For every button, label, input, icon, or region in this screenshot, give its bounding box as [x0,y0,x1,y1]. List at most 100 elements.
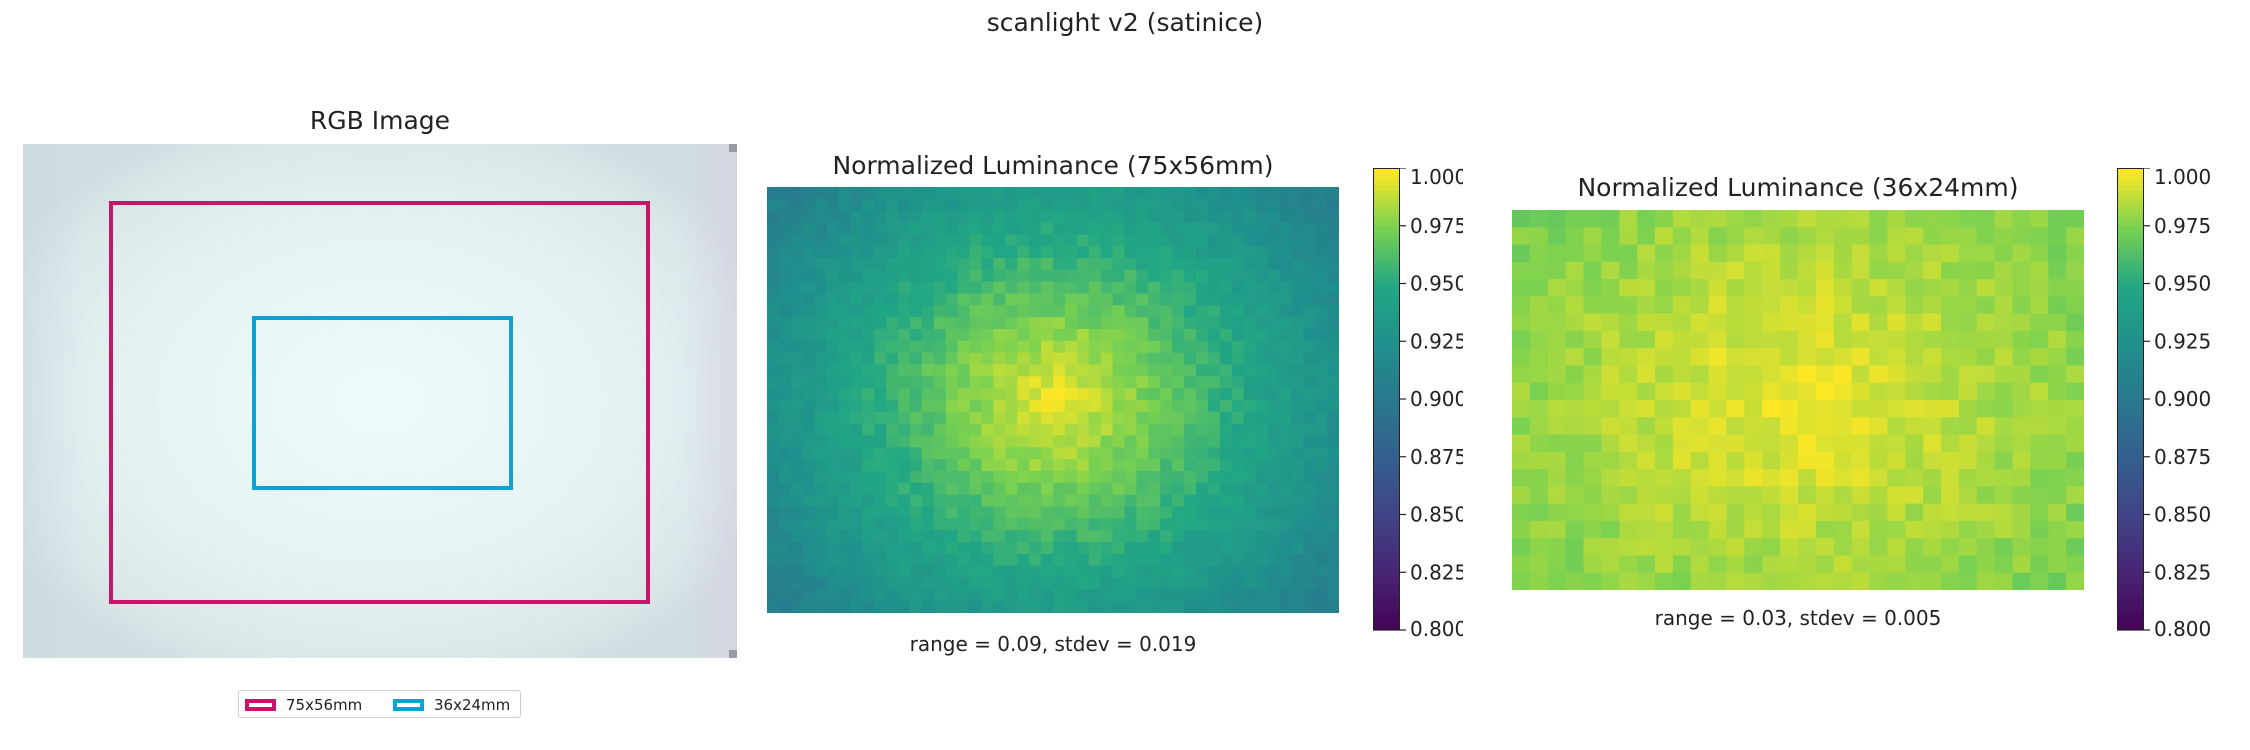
lum36-cell [1780,348,1799,367]
lum36-cell [1637,210,1656,228]
lum75-cell [1231,340,1245,354]
lum75-cell [1255,364,1269,377]
lum75-cell [767,317,780,330]
lum75-cell [1267,482,1281,496]
colorbar-36-tick-label: 0.850 [2154,503,2211,527]
lum36-cell [1869,296,1888,315]
lum75-cell [981,246,995,259]
lum75-cell [1267,423,1281,437]
colorbar-75-gradient-step [1373,624,1400,631]
colorbar-75-gradient-step [1373,306,1400,313]
lum75-cell [1231,565,1245,579]
lum75-cell [921,305,935,318]
lum75-cell [1196,471,1209,484]
lum36-cell [1619,451,1638,470]
lum75-cell [898,400,911,413]
lum75-cell [767,210,780,224]
lum75-cell [1029,293,1042,306]
lum75-cell [1088,471,1102,484]
lum75-cell [1327,447,1339,460]
lum75-cell [1112,494,1126,508]
lum36-cell [1726,486,1745,505]
lum75-cell [790,317,804,330]
lum75-cell [933,589,947,602]
lum36-cell [1815,486,1835,505]
lum36-cell [1655,382,1674,401]
lum36-cell [2012,365,2031,384]
lum36-cell [1512,261,1531,280]
lum75-cell [1255,435,1269,448]
lum36-cell [1601,520,1620,539]
lum75-cell [969,459,983,472]
lum36-cell [1690,434,1710,453]
lum75-cell [1207,376,1221,389]
lum75-cell [910,411,923,425]
lum75-cell [981,447,995,460]
lum75-cell [1243,459,1257,472]
lum75-cell [1267,494,1281,508]
lum75-cell [1255,246,1269,259]
lum75-cell [778,577,792,590]
lum36-cell [1547,434,1567,453]
lum36-cell [1619,417,1638,436]
lum75-cell [1231,198,1245,212]
lum75-cell [945,530,959,543]
lum75-cell [1172,518,1185,531]
lum75-cell [993,317,1006,330]
lum75-cell [1243,187,1257,200]
lum36-cell [1762,417,1781,436]
colorbar-75-gradient-step [1373,462,1400,469]
lum36-cell [1601,382,1620,401]
lum75-cell [1017,435,1030,448]
lum75-cell [969,471,983,484]
lum36-cell [2066,348,2084,367]
lum75-cell [1315,376,1328,389]
lum36-cell [1708,382,1728,401]
colorbar-75-gradient-step [1373,358,1400,365]
lum75-cell [1243,601,1257,613]
lum75-cell [1136,376,1149,389]
lum75-cell [1184,435,1197,448]
lum36-cell [1744,313,1763,332]
lum36-cell [1976,348,1996,367]
lum75-cell [1267,258,1281,271]
lum36-cell [1905,261,1924,280]
lum75-cell [945,305,959,318]
lum75-cell [898,411,911,425]
lum75-cell [850,400,863,413]
lum75-cell [898,222,911,235]
lum75-cell [1064,400,1078,413]
lum36-cell [2030,261,2049,280]
lum36-cell [1547,469,1567,487]
lum36-cell [1976,261,1996,280]
lum75-cell [814,400,828,413]
lum75-cell [790,293,804,306]
lum75-cell [969,530,983,543]
lum75-cell [826,293,840,306]
lum75-cell [910,447,923,460]
lum75-cell [910,352,923,366]
lum75-cell [778,269,792,283]
colorbar-75-gradient-step [1373,381,1400,389]
lum75-cell [1076,388,1090,401]
lum75-cell [862,577,875,590]
lum75-cell [933,198,947,212]
lum36-cell [1529,486,1549,505]
lum75-cell [1267,542,1281,555]
lum36-panel-title: Normalized Luminance (36x24mm) [1577,173,2019,202]
colorbar-36-gradient-step [2117,560,2144,568]
lum75-cell [1231,246,1245,259]
lum75-cell [1148,198,1161,212]
lum75-cell [1196,589,1209,602]
lum36-cell [1619,555,1638,574]
lum36-cell [1672,417,1692,436]
lum75-cell [862,494,875,508]
legend-label-36x24mm: 36x24mm [434,696,511,714]
lum75-cell [1279,305,1292,318]
lum36-cell [1815,279,1835,297]
lum75-cell [957,459,971,472]
colorbar-75-gradient-step [1373,508,1400,516]
lum75-cell [1291,494,1304,508]
lum36-cell [1726,538,1745,557]
lum36-cell [2048,313,2067,332]
